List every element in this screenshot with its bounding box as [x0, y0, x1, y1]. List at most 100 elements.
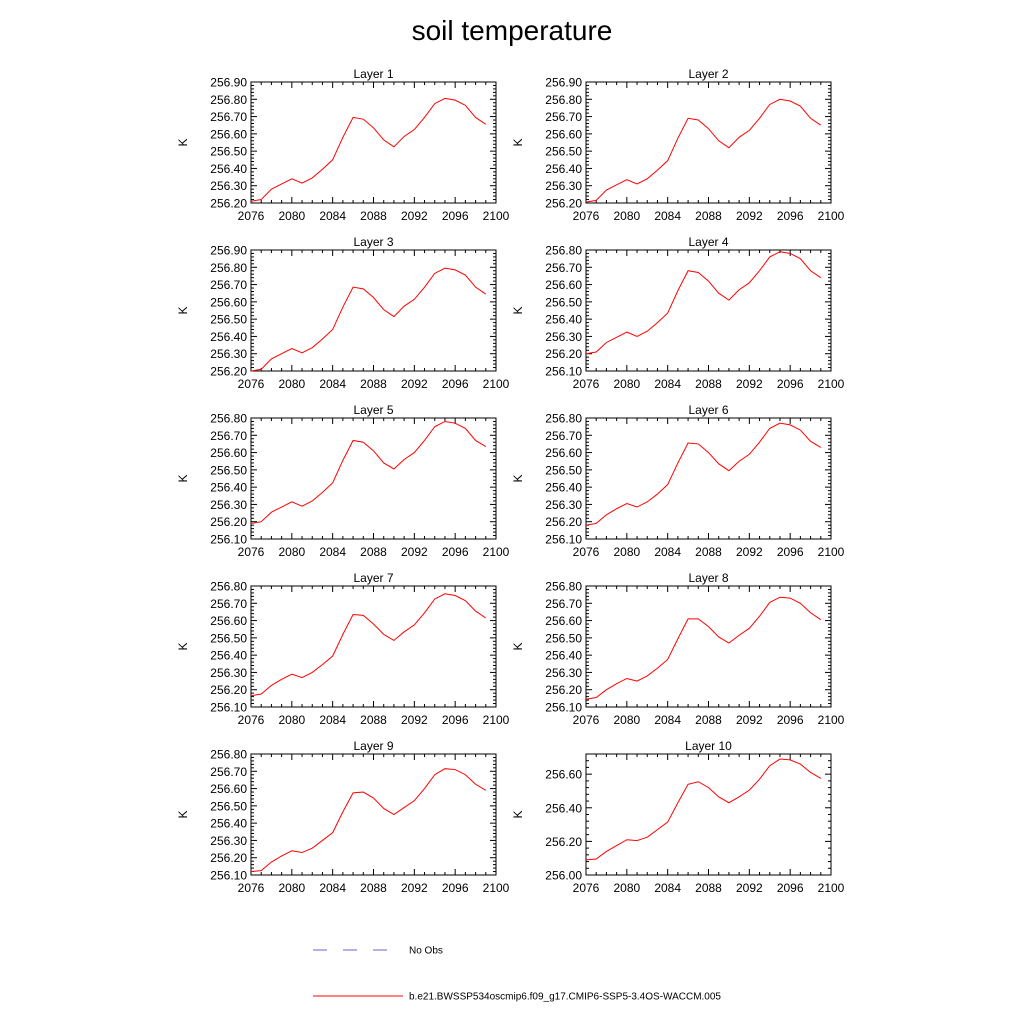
x-tick-label: 2096 [777, 713, 804, 727]
series-line [585, 251, 822, 355]
panel-title: Layer 9 [353, 739, 393, 753]
legend: No Obs b.e21.BWSSP534oscmip6.f09_g17.CMI… [313, 946, 721, 1003]
x-tick-label: 2088 [695, 545, 722, 559]
panel-title: Layer 1 [353, 67, 393, 81]
panel-layer-7: Layer 7 K 2076 2080 2084 2088 2092 2096 2100 256.… [176, 571, 510, 727]
x-tick-label: 2096 [777, 545, 804, 559]
x-tick-label: 2100 [483, 713, 510, 727]
legend-label-model-run: b.e21.BWSSP534oscmip6.f09_g17.CMIP6-SSP5… [409, 992, 721, 1003]
panel-layer-4: Layer 4 K 2076 2080 2084 2088 2092 2096 2100 256.… [511, 235, 845, 391]
figure-title: soil temperature [412, 15, 613, 46]
y-tick-label: 256.40 [210, 481, 247, 495]
y-tick-label: 256.70 [210, 278, 247, 292]
x-tick-label: 2076 [238, 377, 265, 391]
y-tick-label: 256.40 [545, 649, 582, 663]
y-tick-label: 256.30 [210, 834, 247, 848]
plot-frame [250, 249, 497, 372]
y-tick-label: 256.80 [545, 412, 582, 426]
y-tick-label: 256.50 [210, 463, 247, 477]
x-tick-label: 2076 [573, 209, 600, 223]
panel-title: Layer 8 [688, 571, 728, 585]
x-tick-label: 2100 [818, 209, 845, 223]
y-axis-label: K [176, 474, 190, 482]
x-tick-label: 2088 [695, 881, 722, 895]
y-tick-label: 256.10 [545, 365, 582, 379]
y-tick-label: 256.30 [210, 179, 247, 193]
y-axis-label: K [176, 306, 190, 314]
y-tick-label: 256.20 [210, 851, 247, 865]
x-tick-label: 2096 [442, 881, 469, 895]
x-tick-label: 2080 [613, 545, 640, 559]
plot-frame [585, 585, 832, 708]
y-tick-label: 256.70 [210, 597, 247, 611]
plot-frame [585, 753, 832, 876]
x-tick-label: 2080 [613, 209, 640, 223]
x-tick-label: 2076 [238, 545, 265, 559]
y-tick-label: 256.40 [210, 817, 247, 831]
panel-title: Layer 10 [685, 739, 732, 753]
x-tick-label: 2080 [278, 881, 305, 895]
panel-layer-10: Layer 10 K 2076 2080 2084 2088 2092 2096 2100 256… [511, 739, 845, 895]
y-tick-label: 256.10 [210, 701, 247, 715]
legend-label-no-obs: No Obs [409, 946, 443, 957]
x-tick-label: 2092 [401, 713, 428, 727]
y-tick-label: 256.80 [210, 93, 247, 107]
x-tick-label: 2100 [818, 545, 845, 559]
y-tick-label: 256.70 [545, 261, 582, 275]
x-tick-label: 2096 [442, 713, 469, 727]
x-tick-label: 2084 [654, 377, 681, 391]
x-tick-label: 2084 [654, 209, 681, 223]
y-tick-label: 256.10 [210, 869, 247, 883]
y-tick-label: 256.90 [210, 244, 247, 258]
x-tick-label: 2088 [360, 881, 387, 895]
plot-frame [250, 417, 497, 540]
y-tick-label: 256.70 [545, 597, 582, 611]
y-tick-label: 256.20 [545, 683, 582, 697]
y-tick-label: 256.20 [545, 515, 582, 529]
plot-frame [585, 249, 832, 372]
panel-title: Layer 2 [688, 67, 728, 81]
x-tick-label: 2080 [278, 209, 305, 223]
x-tick-label: 2084 [319, 377, 346, 391]
series-line [250, 593, 487, 697]
x-tick-label: 2096 [442, 209, 469, 223]
y-tick-label: 256.20 [545, 197, 582, 211]
y-tick-label: 256.30 [545, 330, 582, 344]
x-tick-label: 2100 [483, 881, 510, 895]
y-tick-label: 256.30 [545, 179, 582, 193]
x-tick-label: 2076 [573, 713, 600, 727]
x-tick-label: 2076 [238, 209, 265, 223]
y-tick-label: 256.70 [210, 429, 247, 443]
x-tick-label: 2080 [278, 713, 305, 727]
y-tick-label: 256.20 [210, 683, 247, 697]
x-tick-label: 2076 [573, 545, 600, 559]
y-tick-label: 256.40 [545, 481, 582, 495]
y-tick-label: 256.60 [210, 127, 247, 141]
plot-frame [250, 585, 497, 708]
panel-layer-2: Layer 2 K 2076 2080 2084 2088 2092 2096 2100 256.… [511, 67, 845, 223]
y-tick-label: 256.60 [545, 446, 582, 460]
x-tick-label: 2084 [319, 713, 346, 727]
x-tick-label: 2100 [483, 209, 510, 223]
x-tick-label: 2084 [654, 545, 681, 559]
y-tick-label: 256.40 [210, 162, 247, 176]
y-tick-label: 256.60 [545, 127, 582, 141]
y-tick-label: 256.60 [545, 768, 582, 782]
y-tick-label: 256.00 [545, 869, 582, 883]
x-tick-label: 2076 [573, 377, 600, 391]
y-tick-label: 256.80 [545, 580, 582, 594]
x-tick-label: 2084 [319, 209, 346, 223]
panel-title: Layer 3 [353, 235, 393, 249]
y-tick-label: 256.50 [545, 631, 582, 645]
series-line [585, 758, 822, 861]
y-tick-label: 256.50 [545, 463, 582, 477]
panel-title: Layer 7 [353, 571, 393, 585]
x-tick-label: 2080 [613, 881, 640, 895]
y-tick-label: 256.60 [210, 295, 247, 309]
y-tick-label: 256.40 [210, 330, 247, 344]
series-line [585, 596, 822, 700]
x-tick-label: 2092 [401, 209, 428, 223]
y-tick-label: 256.30 [210, 666, 247, 680]
x-tick-label: 2088 [695, 377, 722, 391]
